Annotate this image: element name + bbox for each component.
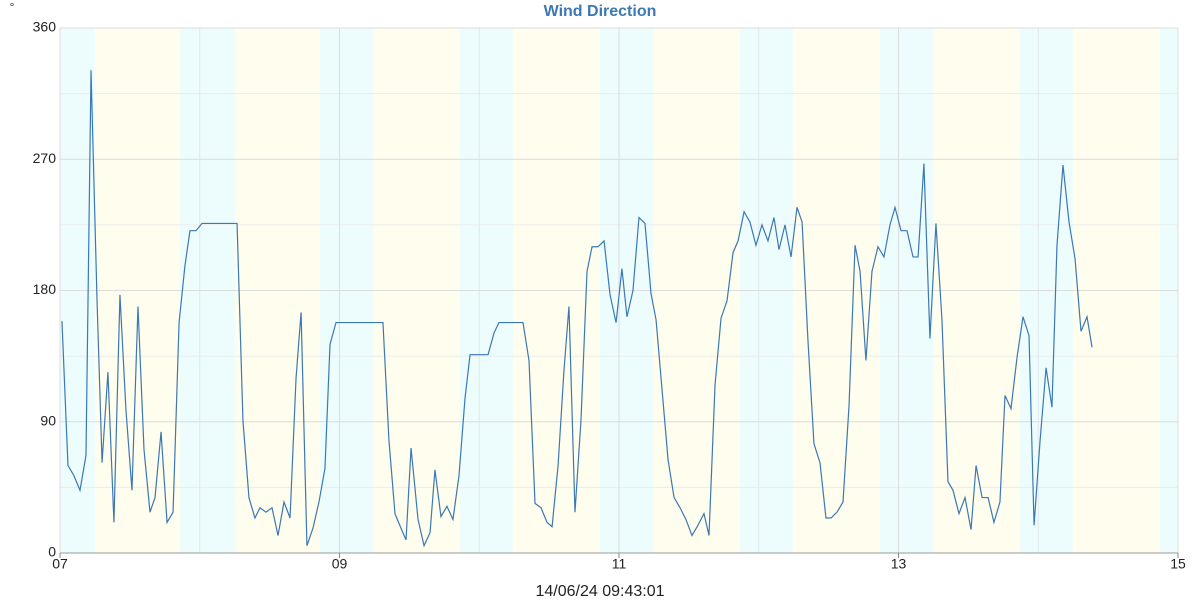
y-unit: ° (10, 0, 15, 14)
y-tick-label: 270 (33, 150, 57, 166)
series-line (61, 70, 1093, 548)
timestamp: 14/06/24 09:43:01 (535, 583, 664, 600)
y-tick-label: 180 (33, 281, 57, 297)
x-tick-label: 09 (332, 556, 348, 572)
x-tick-label: 15 (1170, 556, 1186, 572)
x-tick-label: 11 (612, 556, 627, 572)
x-tick-label: 07 (52, 556, 68, 572)
x-tick-label: 13 (891, 556, 907, 572)
chart-title: Wind Direction (544, 3, 657, 20)
y-tick-label: 90 (40, 412, 56, 428)
y-tick-label: 0 (48, 544, 56, 560)
y-tick-label: 360 (33, 19, 57, 35)
